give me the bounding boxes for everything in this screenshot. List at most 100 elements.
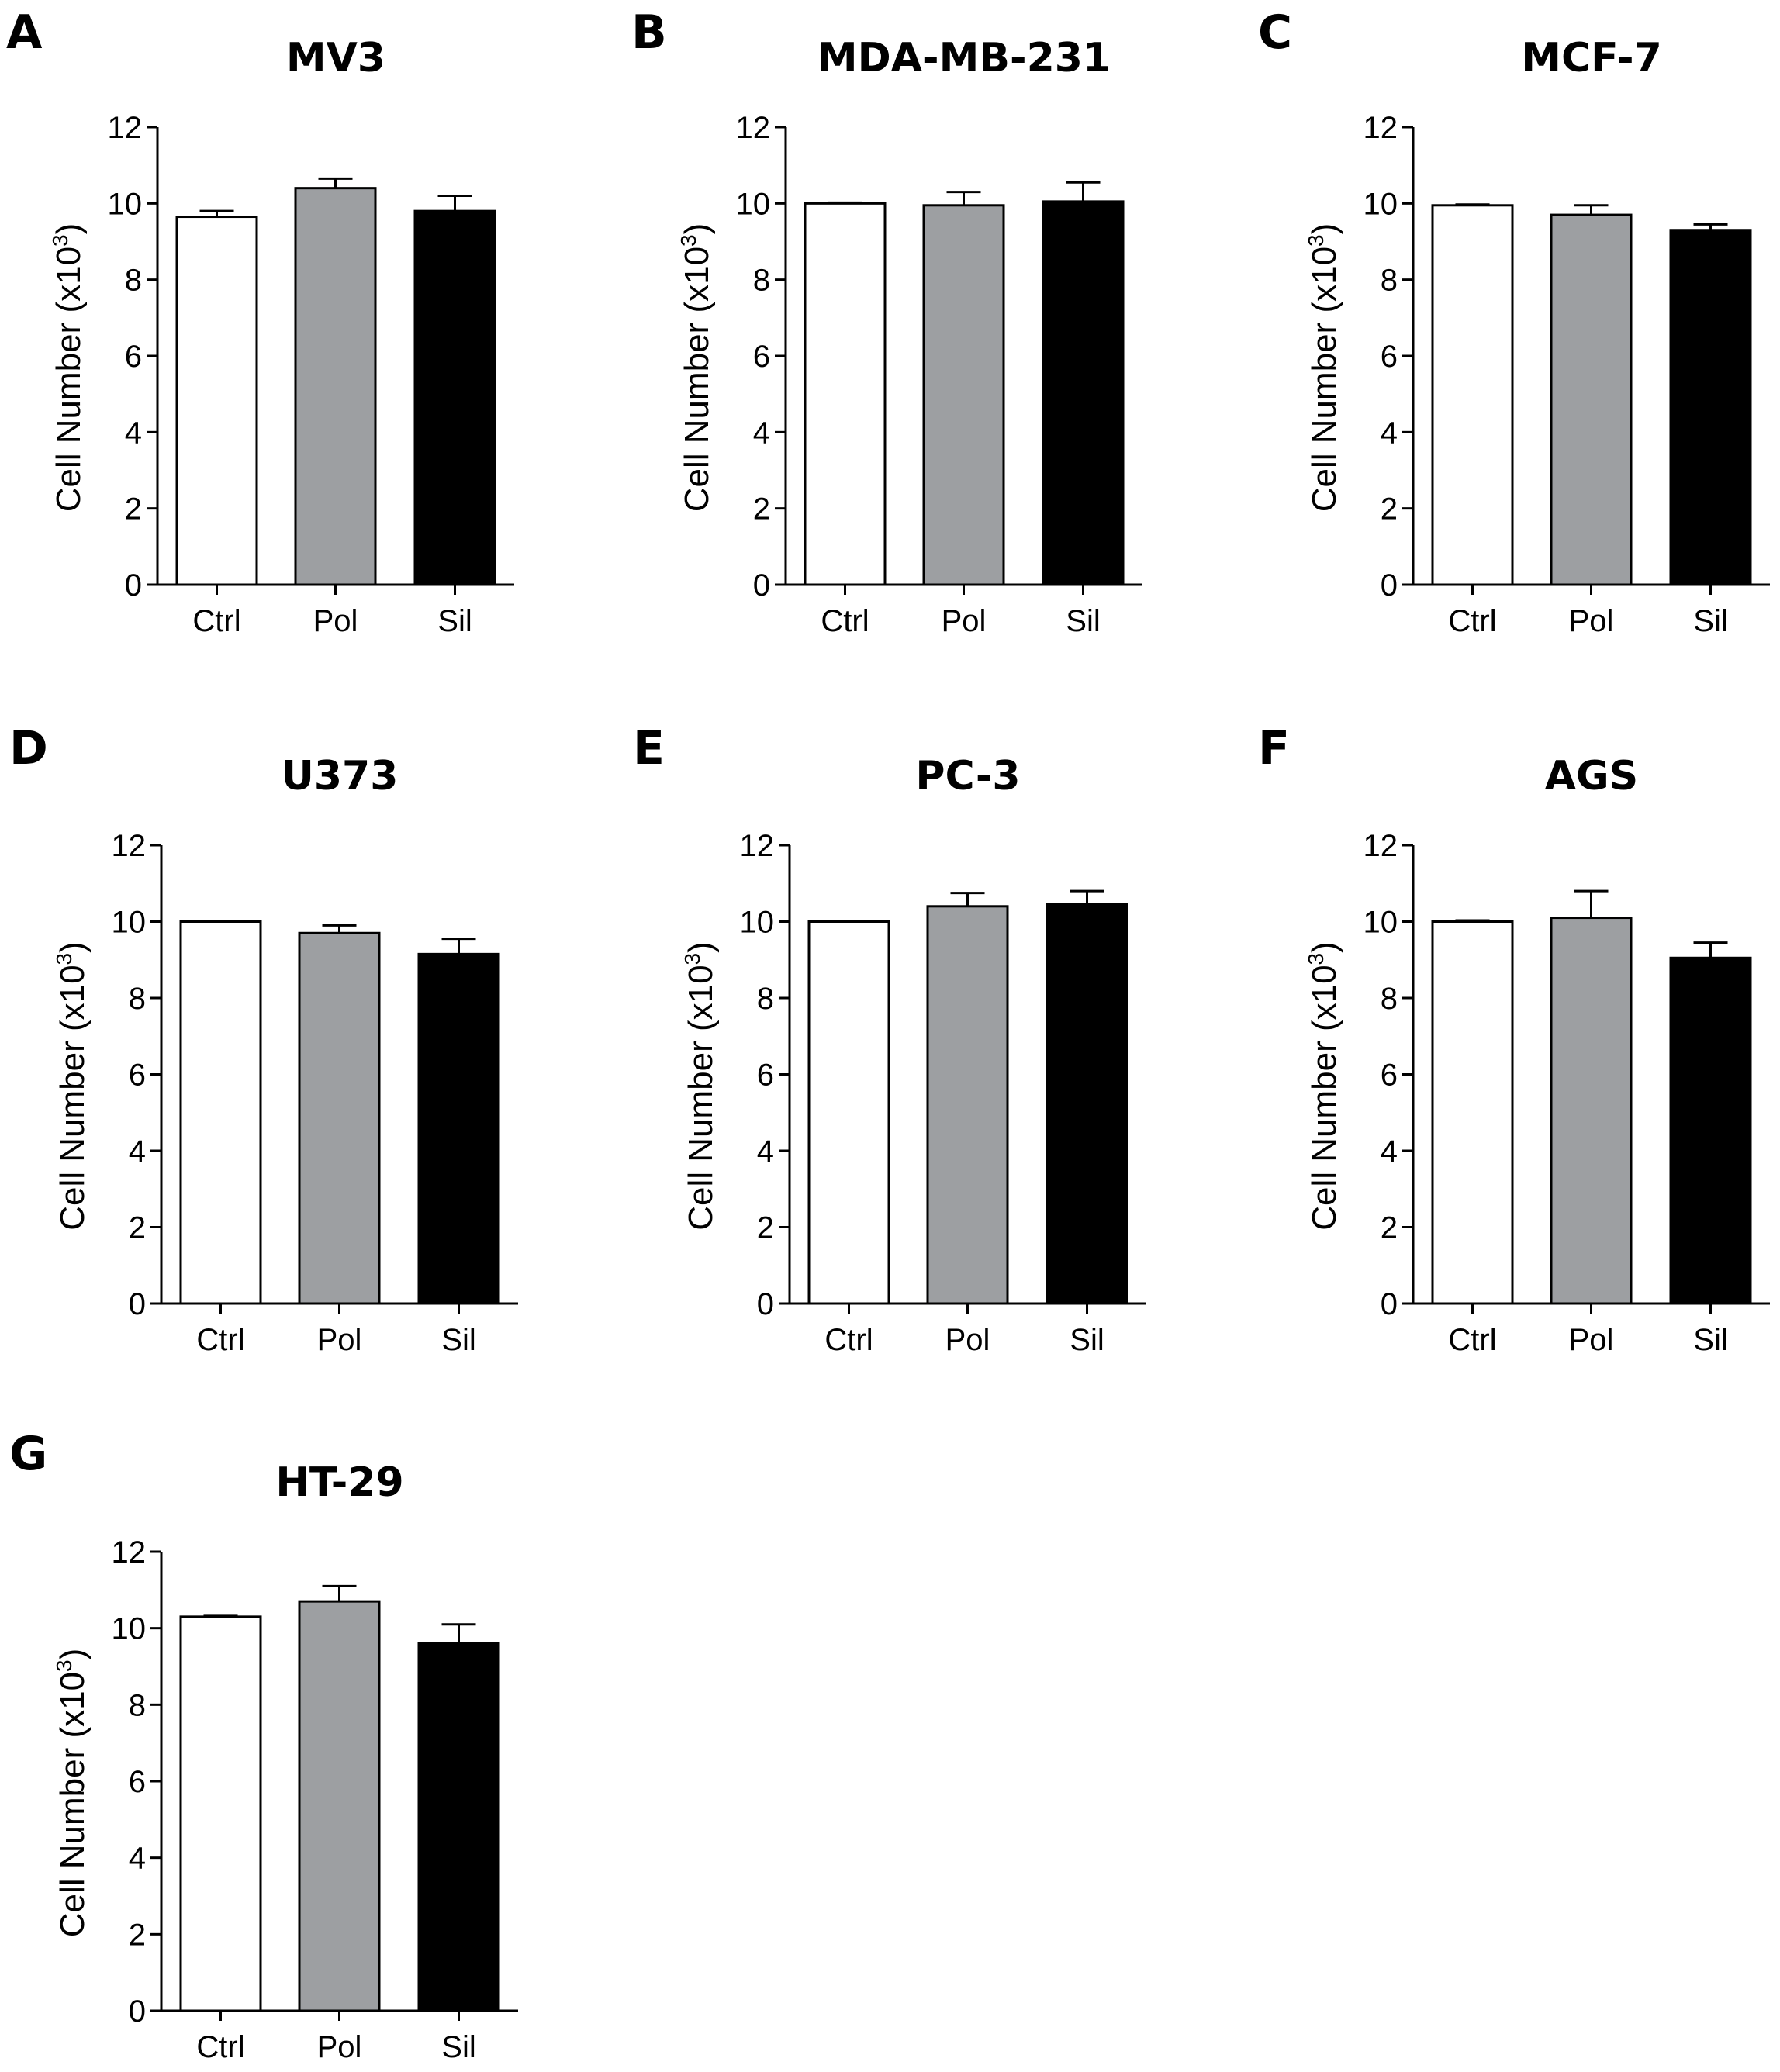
error-bar-sil xyxy=(441,938,476,955)
y-tick-label: 2 xyxy=(129,1211,146,1245)
x-tick-label-pol: Pol xyxy=(1569,1323,1614,1357)
y-tick-label: 2 xyxy=(757,1211,774,1245)
x-tick-label-pol: Pol xyxy=(1569,604,1614,638)
y-axis-label: Cell Number (x103) xyxy=(1304,223,1343,513)
y-tick-label: 4 xyxy=(125,416,142,450)
y-tick-label: 4 xyxy=(753,416,770,450)
bar-ctrl xyxy=(179,920,262,1305)
y-tick-label: 2 xyxy=(1381,492,1398,527)
y-axis-label: Cell Number (x103) xyxy=(52,1649,92,1938)
x-tick-label-ctrl: Ctrl xyxy=(824,1323,873,1357)
bar-ctrl xyxy=(1431,204,1514,586)
y-axis-label-text: Cell Number (x10 xyxy=(54,1672,92,1937)
x-tick-label-sil: Sil xyxy=(1693,1323,1727,1357)
x-tick-label-sil: Sil xyxy=(441,2030,475,2064)
y-axis-label: Cell Number (x103) xyxy=(1304,941,1343,1231)
y-tick-label: 2 xyxy=(753,492,770,527)
bar-pol xyxy=(294,187,377,586)
panel-a: A MV3 0 2 4 6 8 10 12 Ctrl Pol Sil Cell Number (x103… xyxy=(6,5,514,638)
y-tick-label: 2 xyxy=(125,492,142,527)
y-axis-label-text: Cell Number (x10 xyxy=(50,247,88,512)
y-axis-label-close: ) xyxy=(1305,941,1343,953)
y-tick-label: 0 xyxy=(129,1287,146,1321)
bar-pol xyxy=(1550,917,1633,1305)
y-tick-label: 12 xyxy=(1364,829,1398,863)
error-bar-ctrl xyxy=(831,920,866,923)
y-tick-label: 8 xyxy=(757,982,774,1016)
bar-pol xyxy=(298,931,381,1305)
error-bar-sil xyxy=(1070,889,1104,905)
error-bar-pol xyxy=(1574,204,1609,216)
y-axis-label-exponent: 3 xyxy=(1304,234,1328,247)
bar-ctrl xyxy=(807,920,890,1305)
error-bar-ctrl xyxy=(199,209,234,217)
chart-title: PC-3 xyxy=(915,753,1020,799)
panel-letter: F xyxy=(1258,721,1290,775)
panel-letter: A xyxy=(6,5,43,60)
y-axis-label: Cell Number (x103) xyxy=(680,941,720,1231)
bar-sil xyxy=(417,1642,500,2012)
x-tick-label-sil: Sil xyxy=(441,1323,475,1357)
y-axis-label-close: ) xyxy=(682,941,720,953)
panel-letter: E xyxy=(633,721,665,775)
y-axis-label-text: Cell Number (x10 xyxy=(678,247,716,512)
y-axis-label-close: ) xyxy=(1305,223,1343,235)
bar-sil xyxy=(1669,956,1752,1305)
panel-letter: G xyxy=(9,1427,47,1481)
error-bar-pol xyxy=(322,924,357,934)
error-bar-pol xyxy=(318,177,353,188)
panel-letter: D xyxy=(9,721,48,775)
y-axis-label-exponent: 3 xyxy=(52,1659,76,1672)
bar-sil xyxy=(1669,229,1752,586)
bar-sil xyxy=(1046,903,1128,1305)
y-tick-label: 8 xyxy=(129,982,146,1016)
y-tick-label: 8 xyxy=(129,1688,146,1722)
x-tick-label-sil: Sil xyxy=(1066,604,1100,638)
x-tick-label-pol: Pol xyxy=(317,1323,362,1357)
error-bar-pol xyxy=(950,892,985,906)
y-tick-label: 10 xyxy=(740,906,775,940)
y-tick-label: 0 xyxy=(1381,568,1398,603)
error-bar-pol xyxy=(946,191,981,205)
bar-sil xyxy=(413,209,496,586)
y-tick-label: 12 xyxy=(108,111,143,145)
bar-sil xyxy=(417,952,500,1305)
error-bar-sil xyxy=(1693,941,1728,958)
panel-b: B MDA-MB-231 0 2 4 6 8 10 12 Ctrl Pol Sil Cell Numbe… xyxy=(631,5,1142,638)
y-tick-label: 4 xyxy=(1381,416,1398,450)
y-tick-label: 0 xyxy=(753,568,770,603)
panel-letter: B xyxy=(631,5,667,60)
y-axis-label-text: Cell Number (x10 xyxy=(1305,247,1343,512)
y-axis-label-close: ) xyxy=(50,223,88,235)
y-tick-label: 10 xyxy=(108,187,143,221)
y-tick-label: 2 xyxy=(1381,1211,1398,1245)
y-axis-label-text: Cell Number (x10 xyxy=(54,965,92,1230)
y-tick-label: 8 xyxy=(1381,264,1398,298)
x-tick-label-pol: Pol xyxy=(317,2030,362,2064)
chart-title: MV3 xyxy=(286,35,385,81)
panel-e: E PC-3 0 2 4 6 8 10 12 Ctrl Pol Sil Cell Number (x10… xyxy=(633,721,1146,1357)
y-axis-label: Cell Number (x103) xyxy=(48,223,88,513)
y-axis-label: Cell Number (x103) xyxy=(52,941,92,1231)
y-tick-label: 6 xyxy=(129,1765,146,1799)
y-tick-label: 0 xyxy=(1381,1287,1398,1321)
panel-f: F AGS 0 2 4 6 8 10 12 Ctrl Pol Sil Cell Number (x103… xyxy=(1258,721,1770,1357)
y-tick-label: 4 xyxy=(757,1134,774,1169)
y-tick-label: 10 xyxy=(1364,906,1398,940)
y-tick-label: 8 xyxy=(753,264,770,298)
error-bar-ctrl xyxy=(203,1614,238,1618)
y-axis-label-close: ) xyxy=(678,223,716,235)
error-bar-sil xyxy=(437,195,472,212)
error-bar-sil xyxy=(441,1623,476,1644)
y-tick-label: 6 xyxy=(757,1058,774,1093)
y-tick-label: 0 xyxy=(125,568,142,603)
y-axis-label: Cell Number (x103) xyxy=(676,223,716,513)
y-tick-label: 10 xyxy=(1364,187,1398,221)
y-tick-label: 10 xyxy=(112,1612,147,1646)
y-tick-label: 12 xyxy=(740,829,775,863)
y-tick-label: 6 xyxy=(1381,1058,1398,1093)
y-tick-label: 6 xyxy=(129,1058,146,1093)
error-bar-pol xyxy=(1574,889,1609,918)
error-bar-ctrl xyxy=(1455,919,1490,922)
y-axis-label-close: ) xyxy=(54,1649,92,1660)
